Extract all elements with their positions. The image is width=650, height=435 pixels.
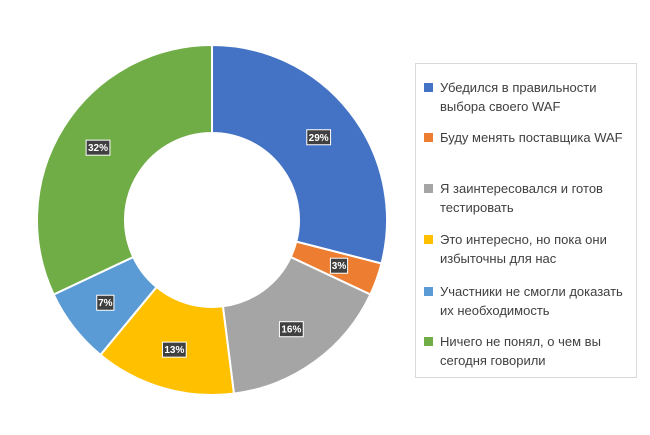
- data-label-text-2: 3%: [332, 261, 347, 272]
- legend-item-4: Это интересно, но пока они избыточны для…: [424, 230, 632, 268]
- slice-6: [36, 43, 213, 296]
- legend-label-3: Я заинтересовался и готов тестировать: [440, 181, 603, 215]
- legend-label-5: Участники не смогли доказать их необходи…: [440, 284, 623, 318]
- data-label-box-4: [161, 341, 187, 358]
- donut-chart: 29% 3% 16% 13% 7% 32%: [36, 43, 388, 396]
- legend-item-3: Я заинтересовался и готов тестировать: [424, 179, 632, 217]
- data-label-text-3: 16%: [281, 325, 301, 336]
- data-label-box-2: [329, 257, 349, 274]
- legend-label-2: Буду менять поставщика WAF: [440, 130, 623, 145]
- data-label-1: 29%: [306, 129, 332, 146]
- data-label-box-3: [278, 321, 304, 338]
- legend-label-4: Это интересно, но пока они избыточны для…: [440, 232, 607, 266]
- legend-label-6: Ничего не понял, о чем вы сегодня говори…: [440, 334, 601, 368]
- data-label-6: 32%: [85, 139, 111, 156]
- legend-swatch-2: [424, 133, 433, 142]
- data-label-box-1: [306, 129, 332, 146]
- data-label-4: 13%: [161, 341, 187, 358]
- legend-swatch-5: [424, 287, 433, 296]
- legend-swatch-4: [424, 235, 433, 244]
- chart-data-labels: 29% 3% 16% 13% 7% 32%: [85, 129, 349, 358]
- slice-1: [211, 43, 388, 265]
- legend-swatch-1: [424, 83, 433, 92]
- data-label-box-5: [96, 294, 115, 311]
- legend-item-2: Буду менять поставщика WAF: [424, 128, 632, 147]
- legend-label-1: Убедился в правильности выбора своего WA…: [440, 80, 597, 114]
- data-label-2: 3%: [329, 257, 349, 274]
- data-label-5: 7%: [96, 294, 115, 311]
- data-label-text-4: 13%: [164, 345, 184, 356]
- data-label-text-5: 7%: [98, 298, 113, 309]
- chart-legend: Убедился в правильности выбора своего WA…: [415, 63, 637, 378]
- data-label-3: 16%: [278, 321, 304, 338]
- legend-item-6: Ничего не понял, о чем вы сегодня говори…: [424, 332, 632, 370]
- chart-slices: [36, 43, 388, 396]
- data-label-text-6: 32%: [88, 143, 108, 154]
- legend-item-5: Участники не смогли доказать их необходи…: [424, 282, 632, 320]
- legend-swatch-6: [424, 337, 433, 346]
- legend-swatch-3: [424, 184, 433, 193]
- data-label-box-6: [85, 139, 111, 156]
- data-label-text-1: 29%: [309, 133, 329, 144]
- legend-item-1: Убедился в правильности выбора своего WA…: [424, 78, 632, 116]
